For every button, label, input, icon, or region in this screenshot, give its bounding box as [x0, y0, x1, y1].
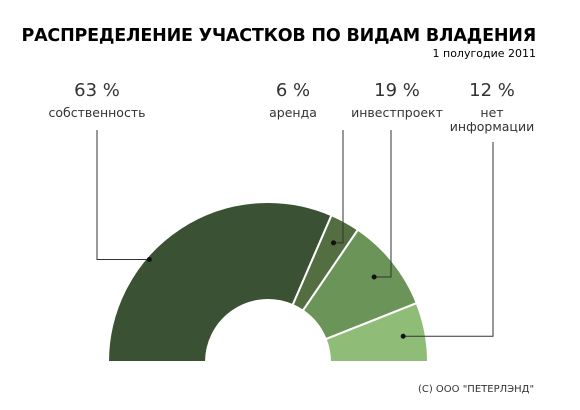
value-label-1: 63 %	[74, 80, 120, 101]
leader-line-1	[96, 130, 150, 260]
slice-labels: 63 % собственность 6 % аренда 19 % инвестпрое…	[49, 80, 535, 134]
leader-lines	[96, 130, 494, 339]
leader-line-4	[403, 142, 494, 337]
leader-line-3	[374, 130, 392, 278]
value-label-2: 6 %	[276, 80, 310, 101]
category-label-2: аренда	[269, 105, 317, 120]
category-label-1: собственность	[49, 105, 146, 120]
leader-dot-1	[146, 256, 152, 262]
leader-dot-2	[331, 240, 337, 246]
chart-title: РАСПРЕДЕЛЕНИЕ УЧАСТКОВ ПО ВИДАМ ВЛАДЕНИЯ	[21, 26, 536, 46]
leader-dot-3	[371, 274, 377, 280]
category-label-4-line-2: информации	[450, 119, 534, 134]
category-label-4-line-1: нет	[480, 105, 503, 120]
donut-slices	[106, 201, 430, 363]
chart-subtitle: 1 полугодие 2011	[433, 47, 536, 60]
leader-dot-4	[400, 333, 406, 339]
slice-1	[106, 201, 333, 363]
value-label-3: 19 %	[374, 80, 420, 101]
copyright-text: (C) ООО "ПЕТЕРЛЭНД"	[418, 384, 534, 395]
leader-line-2	[333, 130, 344, 244]
category-label-3: инвестпроект	[351, 105, 443, 120]
slice-4	[324, 301, 430, 363]
value-label-4: 12 %	[469, 80, 515, 101]
